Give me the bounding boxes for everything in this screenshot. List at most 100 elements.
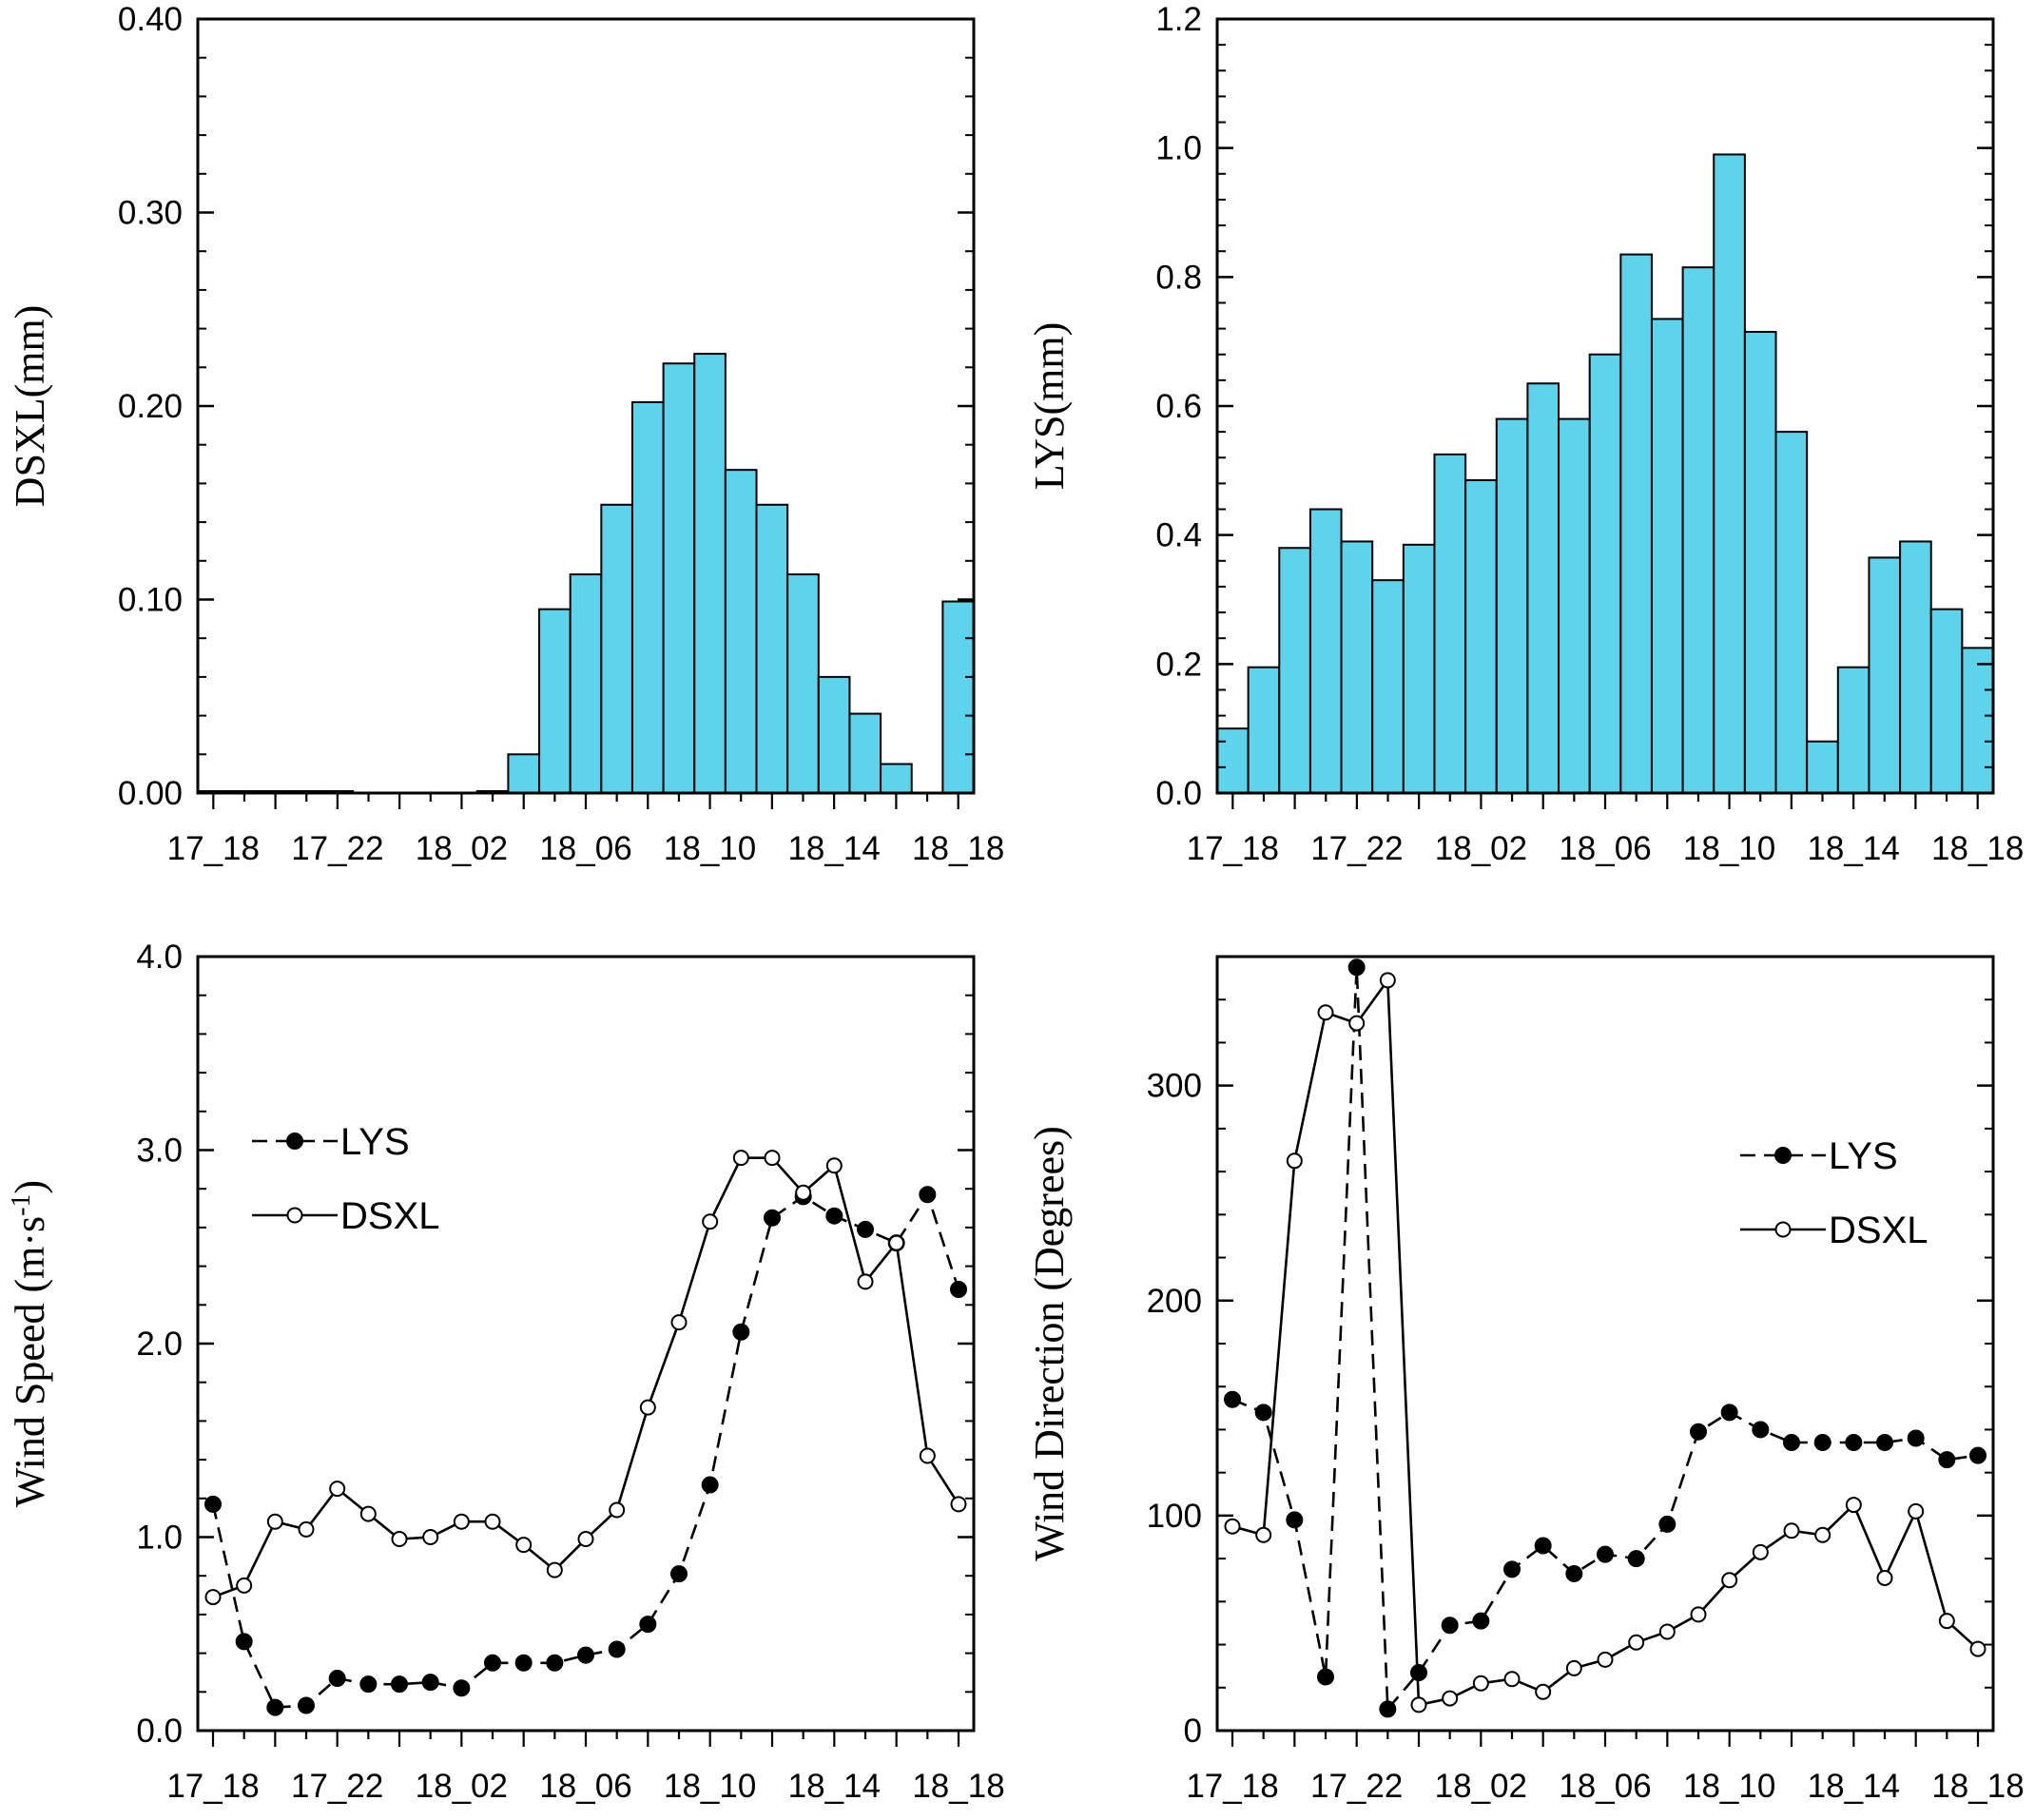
y-axis-title: Wind Direction (Degrees)	[1026, 1126, 1073, 1561]
data-point-lys	[514, 1654, 533, 1672]
x-tick-label: 17_18	[1187, 830, 1279, 867]
bar	[1899, 540, 1932, 794]
data-point-dsxl	[1908, 1502, 1925, 1520]
legend-marker-lys	[1774, 1147, 1792, 1164]
data-point-lys	[1690, 1423, 1707, 1441]
bar	[1402, 543, 1436, 795]
x-tick-label: 18_14	[1807, 830, 1899, 867]
y-axis-title-text: Wind Speed (m·s	[7, 1216, 53, 1507]
data-point-dsxl	[1690, 1606, 1707, 1623]
data-point-lys	[1907, 1429, 1925, 1447]
data-point-dsxl	[236, 1577, 253, 1594]
bar	[1774, 431, 1809, 794]
data-point-dsxl	[1752, 1543, 1769, 1560]
legend-label-lys: LYS	[340, 1121, 410, 1163]
bar	[1278, 547, 1311, 794]
panel-lys-precipitation: 0.0 0.2 0.4 0.6 0.8 1.0 1.2 17_18 17_22 18_02 18_0…	[1026, 1, 2024, 867]
data-point-dsxl	[1658, 1623, 1676, 1640]
x-tick-label: 18_14	[787, 830, 880, 867]
y-tick-label: 0.30	[118, 195, 183, 232]
bar	[1558, 417, 1591, 794]
data-point-dsxl	[825, 1157, 843, 1174]
bar	[630, 400, 665, 794]
x-tick-label: 18_14	[1808, 1768, 1900, 1805]
data-point-dsxl	[1410, 1696, 1427, 1714]
data-point-lys	[1347, 958, 1366, 977]
data-point-dsxl	[670, 1314, 688, 1331]
y-tick-label: 0.0	[1155, 775, 1202, 812]
bar	[1216, 727, 1250, 794]
data-point-lys	[1658, 1515, 1676, 1533]
data-point-dsxl	[1876, 1569, 1893, 1586]
data-point-dsxl	[702, 1213, 719, 1230]
bar	[1713, 153, 1746, 794]
y-tick-label: 4.0	[136, 939, 183, 976]
legend: LYS DSXL	[252, 1121, 440, 1237]
series-line-lys	[211, 1191, 960, 1709]
data-point-lys	[1472, 1612, 1490, 1630]
x-tick-label: 17_22	[291, 1768, 383, 1805]
data-point-dsxl	[484, 1513, 501, 1530]
bar	[507, 753, 541, 794]
x-tick-label: 17_22	[1310, 830, 1403, 867]
data-point-lys	[732, 1323, 750, 1341]
bar	[569, 573, 603, 794]
x-tick-label: 17_22	[1310, 1768, 1403, 1805]
data-point-lys	[453, 1679, 471, 1697]
bar	[1526, 382, 1560, 794]
y-axis-title-superscript: -1	[7, 1194, 36, 1216]
data-point-lys	[608, 1640, 626, 1658]
y-tick-label: 0.10	[118, 582, 183, 619]
bar	[817, 675, 851, 795]
data-point-lys	[1720, 1404, 1738, 1422]
data-point-lys	[1813, 1434, 1832, 1452]
data-point-dsxl	[1628, 1634, 1645, 1651]
y-axis-title: DSXL(mm)	[7, 305, 53, 508]
y-tick-label: 0.8	[1155, 259, 1202, 296]
data-point-lys	[484, 1654, 501, 1672]
y-tick-label: 0.0	[136, 1713, 183, 1750]
bar	[1743, 330, 1777, 794]
bar	[1247, 666, 1281, 794]
y-tick-label: 0.6	[1155, 388, 1202, 425]
data-point-dsxl	[795, 1184, 812, 1201]
data-point-dsxl	[329, 1481, 346, 1498]
x-tick-label: 18_18	[912, 1768, 1004, 1805]
y-tick-label: 200	[1147, 1283, 1202, 1320]
data-point-dsxl	[639, 1399, 656, 1416]
data-point-lys	[1286, 1511, 1304, 1529]
x-tick-label: 17_18	[1186, 1768, 1278, 1805]
x-tick-label: 18_02	[416, 830, 508, 867]
data-point-dsxl	[266, 1513, 283, 1530]
bar	[1961, 647, 1995, 795]
bar	[1371, 579, 1405, 795]
x-tick-label: 17_18	[167, 830, 260, 867]
x-tick-label: 18_02	[1435, 1768, 1527, 1805]
data-point-lys	[1254, 1404, 1272, 1422]
data-point-lys	[1503, 1560, 1521, 1578]
x-tick-label: 18_06	[539, 830, 631, 867]
data-point-lys	[1876, 1434, 1893, 1452]
data-point-dsxl	[1472, 1675, 1489, 1692]
x-tick-label: 18_06	[1559, 830, 1651, 867]
data-point-dsxl	[359, 1505, 377, 1522]
y-tick-label: 100	[1147, 1498, 1202, 1535]
data-point-dsxl	[1224, 1518, 1241, 1535]
bar	[1681, 266, 1715, 795]
data-point-lys	[1317, 1668, 1334, 1686]
series-line-dsxl	[1231, 977, 1979, 1707]
data-point-lys	[266, 1698, 284, 1716]
data-point-dsxl	[857, 1273, 874, 1290]
series-line-lys	[1231, 967, 1979, 1713]
bar	[880, 763, 913, 794]
bar	[941, 600, 975, 795]
data-point-dsxl	[1845, 1497, 1862, 1514]
data-point-dsxl	[1938, 1613, 1955, 1630]
bar	[1433, 453, 1467, 794]
y-tick-label: 1.0	[1155, 130, 1202, 167]
data-point-dsxl	[1348, 1015, 1366, 1032]
data-point-lys	[1597, 1545, 1614, 1563]
data-point-dsxl	[515, 1537, 533, 1554]
data-point-lys	[764, 1209, 781, 1227]
